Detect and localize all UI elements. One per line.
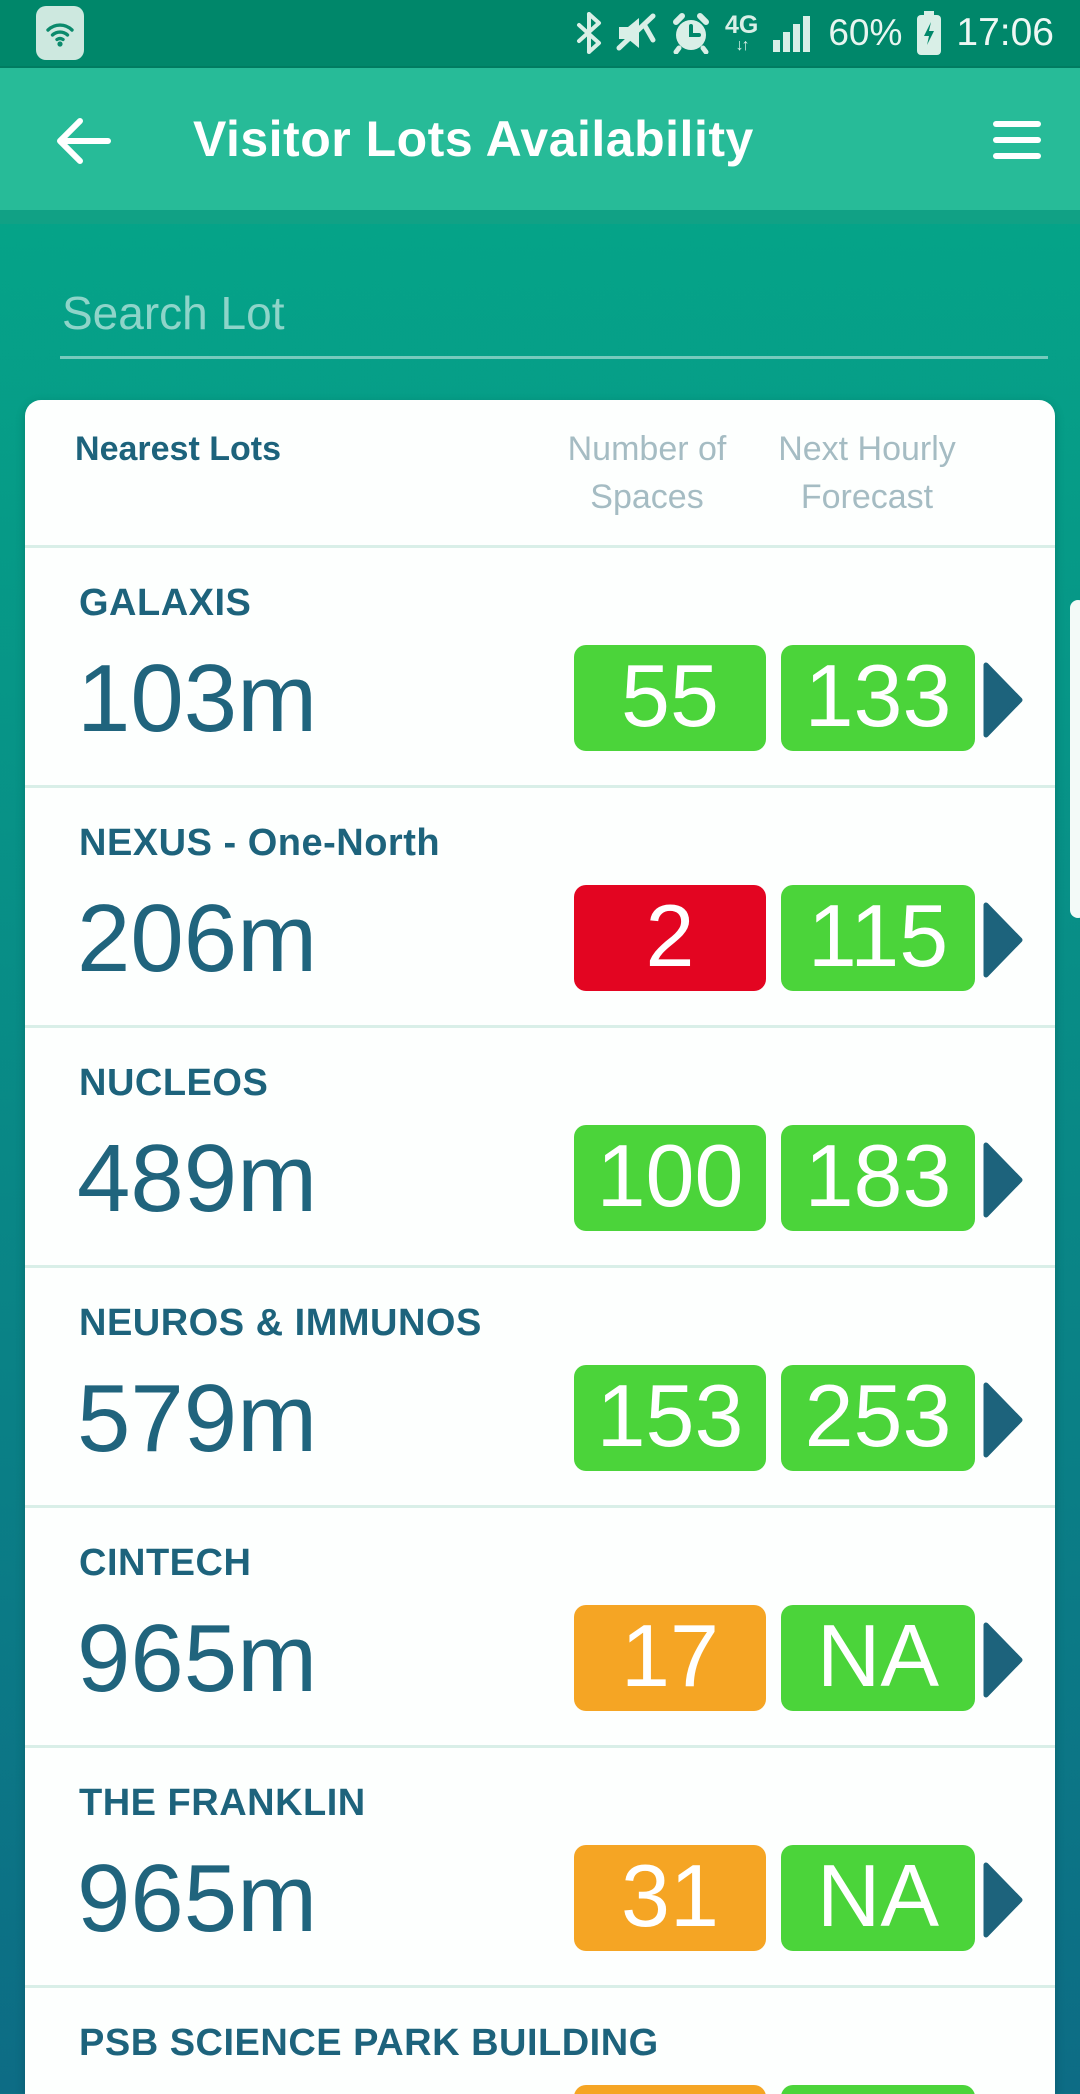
- forecast-badge: [781, 2085, 975, 2094]
- network-4g-icon: 4G ↓↑: [724, 10, 759, 54]
- lot-row[interactable]: THE FRANKLIN 965m 31 NA: [25, 1748, 1055, 1988]
- chevron-right-icon: [983, 660, 1023, 740]
- battery-percent: 60%: [828, 12, 903, 53]
- spaces-badge: 153: [574, 1365, 766, 1471]
- lot-distance: 489m: [77, 1125, 318, 1232]
- hamburger-menu-button[interactable]: [993, 114, 1041, 166]
- forecast-badge: 115: [781, 885, 975, 991]
- search-input[interactable]: [60, 280, 1048, 359]
- hamburger-icon: [993, 121, 1041, 127]
- signal-strength-icon: [771, 12, 815, 54]
- forecast-badge: NA: [781, 1845, 975, 1951]
- lot-row[interactable]: NEUROS & IMMUNOS 579m 153 253: [25, 1268, 1055, 1508]
- chevron-right-icon: [983, 900, 1023, 980]
- spaces-badge: 2: [574, 885, 766, 991]
- lot-name: GALAXIS: [79, 582, 252, 624]
- bluetooth-icon: [576, 12, 602, 54]
- mute-icon: [615, 12, 657, 54]
- search-field-container: [60, 280, 1048, 359]
- app-bar: Visitor Lots Availability: [0, 68, 1080, 210]
- status-bar: 4G ↓↑ 60% 17:06: [0, 0, 1080, 68]
- spaces-badge: 17: [574, 1605, 766, 1711]
- lot-distance: 965m: [77, 1605, 318, 1712]
- chevron-right-icon: [983, 1380, 1023, 1460]
- lot-row[interactable]: GALAXIS 103m 55 133: [25, 548, 1055, 788]
- lot-distance: 579m: [77, 1365, 318, 1472]
- lot-row[interactable]: NUCLEOS 489m 100 183: [25, 1028, 1055, 1268]
- forecast-badge: 253: [781, 1365, 975, 1471]
- network-arrows: ↓↑: [735, 36, 750, 54]
- scrollbar-thumb[interactable]: [1070, 600, 1080, 918]
- back-arrow-icon: [54, 117, 112, 165]
- lot-name: PSB SCIENCE PARK BUILDING: [79, 2022, 659, 2064]
- forecast-badge: NA: [781, 1605, 975, 1711]
- spaces-badge: [574, 2085, 766, 2094]
- lot-name: NEUROS & IMMUNOS: [79, 1302, 482, 1344]
- forecast-badge: 183: [781, 1125, 975, 1231]
- lot-name: CINTECH: [79, 1542, 252, 1584]
- lot-distance: 103m: [77, 645, 318, 752]
- table-header: Nearest Lots Number of Spaces Next Hourl…: [25, 400, 1055, 548]
- chevron-right-icon: [983, 1620, 1023, 1700]
- spaces-badge: 55: [574, 645, 766, 751]
- back-button[interactable]: [48, 111, 118, 171]
- spaces-badge: 31: [574, 1845, 766, 1951]
- header-nearest-lots: Nearest Lots: [75, 430, 281, 468]
- lots-card: Nearest Lots Number of Spaces Next Hourl…: [25, 400, 1055, 2094]
- chevron-right-icon: [983, 1140, 1023, 1220]
- clock-time: 17:06: [956, 11, 1054, 54]
- app-bar-shadow: [0, 210, 1080, 224]
- lot-name: NUCLEOS: [79, 1062, 269, 1104]
- chevron-right-icon: [983, 1860, 1023, 1940]
- header-next-hourly-forecast: Next Hourly Forecast: [778, 430, 956, 516]
- spaces-badge: 100: [574, 1125, 766, 1231]
- wifi-calling-icon: [36, 6, 84, 60]
- lot-row[interactable]: PSB SCIENCE PARK BUILDING: [25, 1988, 1055, 2094]
- lot-distance: 206m: [77, 885, 318, 992]
- header-number-of-spaces: Number of Spaces: [567, 430, 727, 516]
- forecast-badge: 133: [781, 645, 975, 751]
- lot-name: NEXUS - One-North: [79, 822, 441, 864]
- battery-charging-icon: [915, 10, 943, 56]
- alarm-icon: [670, 12, 712, 54]
- page-title: Visitor Lots Availability: [193, 111, 754, 167]
- lot-distance: 965m: [77, 1845, 318, 1952]
- lot-list: GALAXIS 103m 55 133 NEXUS - One-North 20…: [25, 548, 1055, 2094]
- network-label: 4G: [724, 10, 759, 39]
- lot-name: THE FRANKLIN: [79, 1782, 366, 1824]
- lot-row[interactable]: CINTECH 965m 17 NA: [25, 1508, 1055, 1748]
- lot-row[interactable]: NEXUS - One-North 206m 2 115: [25, 788, 1055, 1028]
